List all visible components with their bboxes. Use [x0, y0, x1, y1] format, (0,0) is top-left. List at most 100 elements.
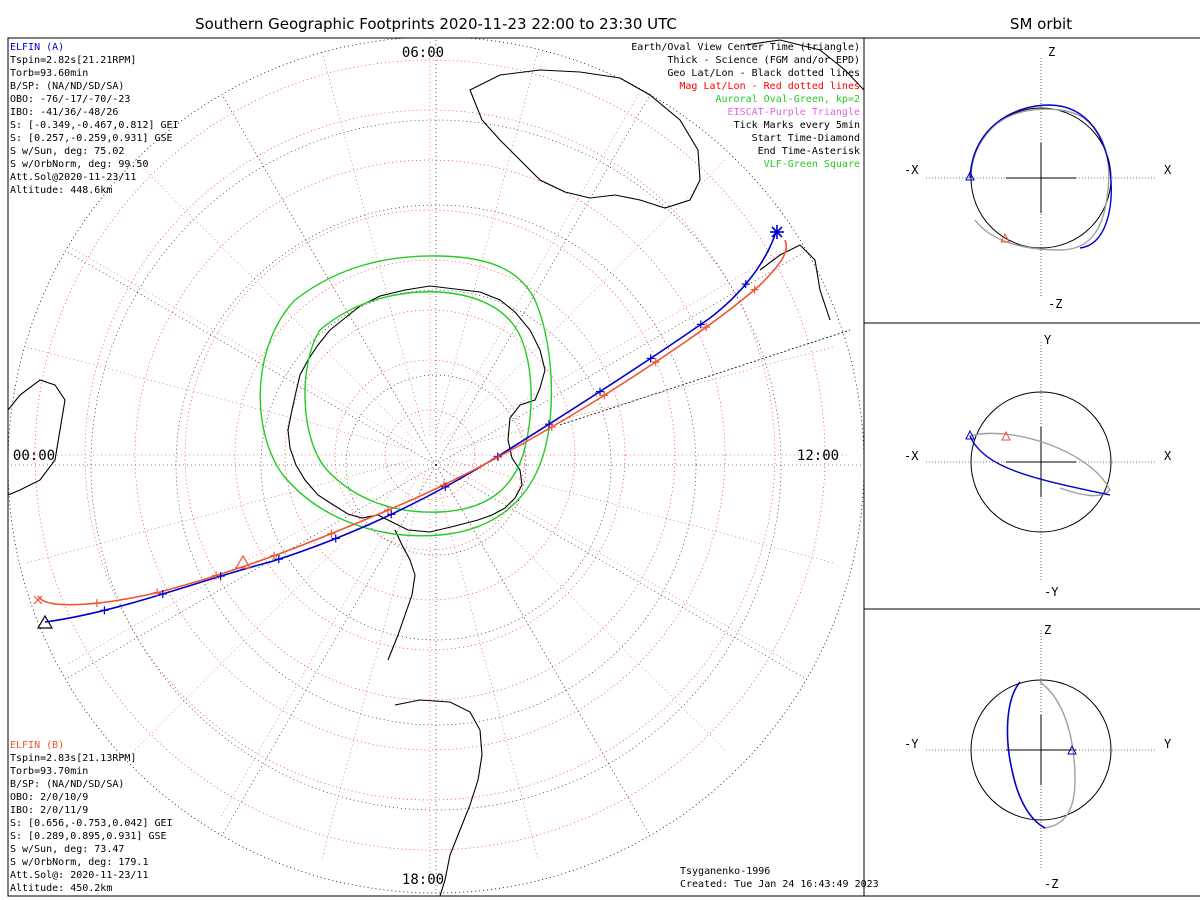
elfin-a-line: Torb=93.60min	[10, 68, 88, 79]
mag-meridian	[321, 49, 426, 436]
mag-meridian	[66, 464, 413, 666]
coastlines	[8, 39, 864, 896]
mlt-label-left: 00:00	[13, 448, 55, 464]
australia-coast	[469, 69, 701, 209]
map-frame	[7, 37, 865, 897]
mag-meridian	[219, 91, 421, 438]
elfin-a-center-triangle	[36, 614, 54, 629]
elfin-a-line: Att.Sol@2020-11-23/11	[10, 172, 136, 183]
elfin-b-line: Altitude: 450.2km	[10, 883, 112, 894]
elfin-b-line: S: [0.656,-0.753,0.042] GEI	[10, 818, 173, 829]
geo-lat-circle	[345, 374, 527, 556]
legend-item: End Time-Asterisk	[758, 146, 860, 157]
map-area	[8, 38, 864, 896]
sm-axis-right: X	[1164, 449, 1172, 463]
mag-meridian	[447, 464, 794, 666]
elfin-b-line: S w/OrbNorm, deg: 179.1	[10, 857, 148, 868]
elfin-b-header: ELFIN (B)	[10, 740, 64, 751]
sm-axis-bottom: -Z	[1044, 877, 1058, 891]
mag-meridian	[439, 91, 641, 438]
elfin-b-center-triangle	[234, 554, 252, 569]
elfin-b-line: Torb=93.70min	[10, 766, 88, 777]
elfin-b-line: Tspin=2.83s[21.13RPM]	[10, 753, 136, 764]
mag-lat-circle	[334, 359, 526, 551]
new-zealand	[759, 244, 831, 321]
orbit-a	[969, 435, 1111, 496]
mag-meridian	[321, 474, 426, 861]
mag-meridian	[443, 157, 728, 442]
mlt-label-right: 12:00	[797, 448, 839, 464]
triangle-marker	[1000, 232, 1010, 243]
sm-axis-bottom: -Z	[1048, 297, 1062, 311]
elfin-a-ticks	[100, 280, 750, 615]
legend-item: EISCAT-Purple Triangle	[728, 107, 860, 118]
sm-axis-left: -X	[904, 163, 919, 177]
legend-item: Thick - Science (FGM and/or EPD)	[667, 55, 860, 66]
legend-item: Auroral Oval-Green, kp=2	[716, 94, 861, 105]
triangle-marker	[1067, 744, 1077, 755]
legend-item: Mag Lat/Lon - Red dotted lines	[679, 81, 860, 92]
elfin-a-line: Tspin=2.82s[21.21RPM]	[10, 55, 136, 66]
elfin-b-line: IBO: 2/0/11/9	[10, 805, 88, 816]
elfin-b-info: ELFIN (B) Tspin=2.83s[21.13RPM] Torb=93.…	[10, 740, 173, 894]
sm-title: SM orbit	[1010, 15, 1072, 33]
sm-axis-top: Z	[1048, 45, 1055, 59]
geo-meridian	[435, 464, 651, 836]
mlt-label-top: 06:00	[402, 45, 444, 61]
created-label: Created: Tue Jan 24 16:43:49 2023	[680, 879, 879, 890]
sm-axis-top: Y	[1044, 333, 1052, 347]
geo-meridian	[65, 250, 437, 466]
geo-meridian	[435, 94, 651, 466]
mag-meridian	[66, 244, 413, 446]
south-america	[394, 699, 483, 896]
plot-title: Southern Geographic Footprints 2020-11-2…	[195, 15, 677, 33]
mag-meridian	[439, 472, 641, 819]
elfin-b-start-marker	[33, 595, 43, 605]
sm-panel-xy: Y -Y -X X	[904, 333, 1172, 599]
mag-meridian	[24, 346, 411, 451]
geo-meridian	[65, 464, 437, 680]
legend-item: Start Time-Diamond	[752, 133, 860, 144]
mag-grid	[10, 38, 850, 875]
elfin-b-track	[37, 239, 787, 606]
elfin-a-line: S: [-0.349,-0.467,0.812] GEI	[10, 120, 179, 131]
orbit-a	[1006, 681, 1046, 829]
legend-item: Tick Marks every 5min	[734, 120, 860, 131]
elfin-b-line: B/SP: (NA/ND/SD/SA)	[10, 779, 124, 790]
sm-axis-top: Z	[1044, 623, 1051, 637]
sm-axis-right: X	[1164, 163, 1172, 177]
africa-coast	[8, 379, 66, 496]
elfin-a-line: OBO: -76/-17/-70/-23	[10, 94, 130, 105]
mag-lat-circle	[134, 159, 726, 751]
elfin-a-line: IBO: -41/36/-48/26	[10, 107, 118, 118]
elfin-a-header: ELFIN (A)	[10, 42, 64, 53]
elfin-a-info: ELFIN (A) Tspin=2.82s[21.21RPM] Torb=93.…	[10, 42, 179, 196]
geo-lat-circle	[260, 289, 612, 641]
sm-axis-left: -Y	[904, 737, 919, 751]
triangle-marker	[1001, 430, 1011, 441]
mag-meridian	[132, 468, 417, 753]
mag-meridian	[447, 244, 794, 446]
legend-item: Geo Lat/Lon - Black dotted lines	[667, 68, 860, 79]
mag-lat-circle	[34, 59, 826, 851]
east-coast	[744, 39, 864, 91]
elfin-a-track	[44, 231, 777, 623]
legend-item: Earth/Oval View Center Time (triangle)	[631, 42, 860, 53]
orbit-b	[969, 108, 1110, 251]
mag-meridian	[443, 468, 728, 753]
sm-panel-xz: Z -Z -X X	[904, 45, 1172, 311]
mag-meridian	[132, 157, 417, 442]
geo-meridian	[435, 250, 807, 466]
auroral-oval-outer	[259, 255, 553, 537]
legend: Earth/Oval View Center Time (triangle) T…	[631, 42, 860, 170]
mag-meridian	[24, 459, 411, 564]
earth-disc	[8, 38, 864, 894]
mag-meridian	[449, 459, 836, 564]
orbit-b	[969, 432, 1111, 497]
antarctica-coast	[287, 285, 546, 533]
geo-meridian	[435, 464, 807, 680]
mag-meridian	[434, 474, 539, 861]
orbit-b	[1039, 681, 1076, 829]
auroral-oval-inner	[304, 291, 532, 513]
